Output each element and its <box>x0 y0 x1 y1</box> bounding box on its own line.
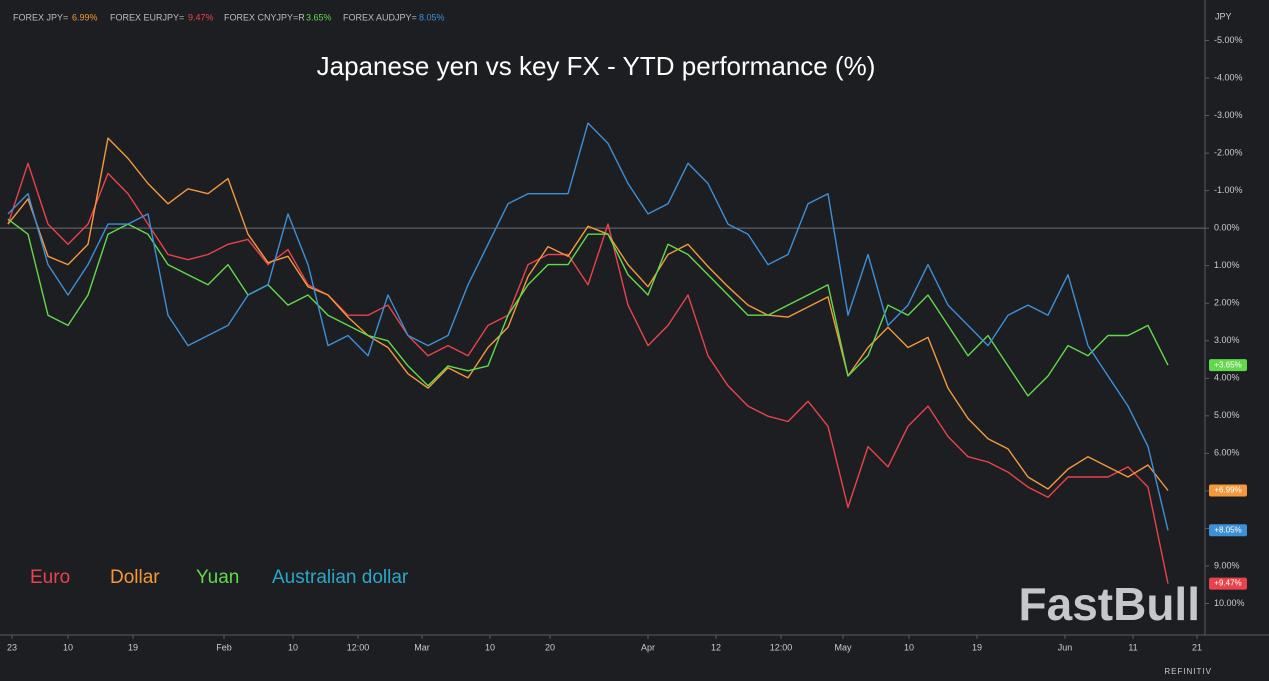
y-tick-label: -5.00% <box>1214 35 1243 45</box>
last-value-label: +9.47% <box>1214 579 1241 588</box>
watermark: FastBull <box>1019 578 1200 630</box>
last-value-label: +3.65% <box>1214 360 1241 369</box>
header-quote: 9.47% <box>188 12 214 22</box>
header-ric: FOREX AUDJPY= <box>343 12 417 22</box>
header-ric: FOREX CNYJPY=R <box>224 12 305 22</box>
y-tick-label: 5.00% <box>1214 410 1240 420</box>
series-line <box>7 137 1169 491</box>
x-tick-label: 23 <box>7 642 17 652</box>
x-tick-label: 21 <box>1192 642 1202 652</box>
x-tick-label: Apr <box>641 642 655 652</box>
series-line <box>7 162 1169 584</box>
x-tick-label: 10 <box>288 642 298 652</box>
header-ric: FOREX JPY= <box>13 12 68 22</box>
y-tick-label: 1.00% <box>1214 260 1240 270</box>
x-tick-label: 19 <box>972 642 982 652</box>
y-tick-label: -3.00% <box>1214 110 1243 120</box>
y-tick-label: 10.00% <box>1214 598 1245 608</box>
x-tick-label: 10 <box>63 642 73 652</box>
x-tick-label: Jun <box>1058 642 1073 652</box>
x-tick-label: 10 <box>904 642 914 652</box>
last-value-badge <box>1209 484 1247 497</box>
x-tick-label: 12:00 <box>347 642 370 652</box>
header-quote: 8.05% <box>419 12 445 22</box>
last-value-badge <box>1209 524 1247 537</box>
header-quote: 6.99% <box>72 12 98 22</box>
x-tick-label: 12:00 <box>770 642 793 652</box>
y-tick-label: 4.00% <box>1214 373 1240 383</box>
series-line <box>7 218 1169 397</box>
y-tick-label: 3.00% <box>1214 335 1240 345</box>
y-tick-label: 2.00% <box>1214 298 1240 308</box>
last-value-badge <box>1209 359 1247 372</box>
x-tick-label: 10 <box>485 642 495 652</box>
y-tick-label: -1.00% <box>1214 185 1243 195</box>
y-axis-label: JPY <box>1215 11 1232 21</box>
header-ric: FOREX EURJPY= <box>110 12 184 22</box>
last-value-badge <box>1209 577 1247 590</box>
chart-title: Japanese yen vs key FX - YTD performance… <box>317 51 876 81</box>
y-tick-label: -4.00% <box>1214 72 1243 82</box>
last-value-label: +6.99% <box>1214 486 1241 495</box>
header-quote: 3.65% <box>306 12 332 22</box>
x-tick-label: 20 <box>545 642 555 652</box>
legend-label: Dollar <box>110 567 160 588</box>
provider: REFINITIV <box>1164 667 1212 676</box>
last-value-label: +8.05% <box>1214 525 1241 534</box>
y-tick-label: 6.00% <box>1214 448 1240 458</box>
legend-label: Yuan <box>196 567 239 588</box>
x-tick-label: Mar <box>414 642 430 652</box>
x-tick-label: May <box>834 642 852 652</box>
y-tick-label: 9.00% <box>1214 560 1240 570</box>
legend-label: Australian dollar <box>272 567 409 588</box>
x-tick-label: 12 <box>711 642 721 652</box>
y-tick-label: -2.00% <box>1214 147 1243 157</box>
x-tick-label: 19 <box>128 642 138 652</box>
x-tick-label: 11 <box>1128 642 1137 652</box>
y-tick-label: 0.00% <box>1214 223 1240 233</box>
legend-label: Euro <box>30 567 70 588</box>
series-line <box>7 122 1169 531</box>
x-tick-label: Feb <box>216 642 232 652</box>
